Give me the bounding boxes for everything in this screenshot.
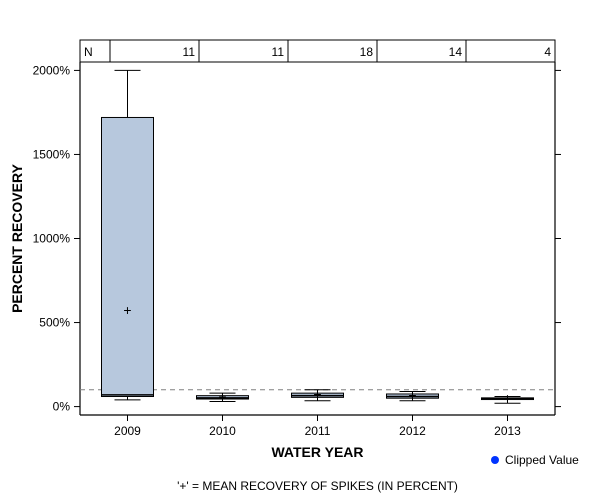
mean-marker: +: [313, 386, 321, 402]
header-n-value: 4: [544, 45, 551, 59]
xtick-label: 2011: [305, 424, 331, 438]
header-n-value: 11: [272, 45, 285, 59]
ytick-label: 1000%: [33, 232, 71, 246]
ytick-label: 500%: [39, 316, 70, 330]
xtick-label: 2010: [209, 424, 236, 438]
x-axis-label: WATER YEAR: [271, 444, 363, 460]
ytick-label: 1500%: [33, 147, 71, 161]
mean-marker: +: [123, 302, 131, 318]
mean-marker: +: [408, 387, 416, 403]
mean-marker: +: [503, 390, 511, 406]
legend-marker: [491, 456, 499, 464]
legend-label: Clipped Value: [505, 453, 579, 467]
xtick-label: 2012: [399, 424, 426, 438]
ytick-label: 0%: [53, 400, 71, 414]
header-n-value: 18: [360, 45, 374, 59]
mean-marker: +: [218, 388, 226, 404]
caption: '+' = MEAN RECOVERY OF SPIKES (IN PERCEN…: [177, 479, 458, 493]
ytick-label: 2000%: [33, 63, 71, 77]
header-n-value: 11: [183, 45, 196, 59]
box: [102, 117, 154, 396]
header-n-label: N: [84, 45, 93, 59]
y-axis-label: PERCENT RECOVERY: [9, 163, 25, 313]
header-n-value: 14: [449, 45, 463, 59]
xtick-label: 2009: [114, 424, 141, 438]
xtick-label: 2013: [494, 424, 521, 438]
boxplot-chart: N 11 11 18 14 4 0% 500% 1000% 1500% 2000% 2009 2010 2…: [0, 0, 600, 500]
